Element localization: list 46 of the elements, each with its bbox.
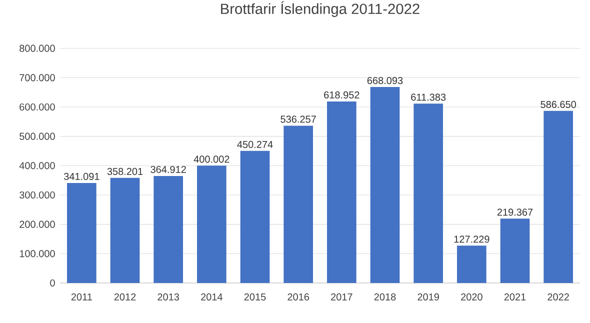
x-tick-label: 2021 — [504, 293, 526, 300]
y-tick-label: 100.000 — [20, 250, 55, 258]
x-tick-label: 2016 — [288, 293, 310, 300]
x-tick-label: 2020 — [461, 293, 482, 300]
data-label: 341.091 — [64, 172, 100, 180]
x-tick-label: 2019 — [418, 293, 439, 300]
bar — [370, 87, 400, 283]
y-tick-label: 800.000 — [20, 44, 55, 52]
x-tick-label: 2015 — [244, 293, 266, 300]
bar — [110, 178, 140, 283]
bar — [284, 126, 313, 283]
chart-title: Brottfarir Íslendinga 2011-2022 — [221, 1, 420, 17]
data-label: 536.257 — [280, 116, 316, 123]
y-tick-label: 500.000 — [20, 132, 55, 140]
x-tick-label: 2012 — [114, 293, 136, 300]
bar — [457, 246, 486, 283]
x-tick-label: 2013 — [158, 293, 180, 300]
data-label: 219.367 — [497, 208, 533, 216]
y-tick-label: 700.000 — [20, 74, 55, 82]
data-label: 364.912 — [150, 166, 186, 174]
x-tick-label: 2018 — [374, 293, 396, 300]
x-tick-label: 2011 — [71, 293, 92, 300]
bar — [240, 150, 270, 283]
bar — [500, 218, 530, 283]
x-tick-label: 2014 — [201, 293, 222, 300]
data-label: 450.274 — [237, 140, 273, 148]
bar — [154, 176, 183, 283]
data-label: 618.952 — [324, 91, 360, 99]
bar — [544, 110, 573, 283]
bar — [197, 166, 226, 283]
bar — [327, 101, 356, 283]
data-label: 668.093 — [367, 77, 403, 84]
y-tick-label: 300.000 — [20, 191, 55, 199]
x-tick-label: 2017 — [331, 293, 352, 300]
data-label: 400.002 — [194, 156, 230, 163]
y-tick-label: 0 — [50, 279, 55, 287]
y-tick-label: 400.000 — [19, 162, 55, 170]
y-tick-label: 200.000 — [20, 220, 55, 228]
data-label: 611.383 — [411, 94, 446, 101]
bar — [414, 104, 443, 283]
data-label: 586.650 — [540, 100, 576, 108]
x-tick-label: 2022 — [548, 293, 569, 300]
bar — [67, 182, 96, 283]
data-label: 358.201 — [107, 168, 143, 175]
y-tick-label: 600.000 — [20, 103, 55, 111]
data-label: 127.229 — [454, 236, 490, 243]
